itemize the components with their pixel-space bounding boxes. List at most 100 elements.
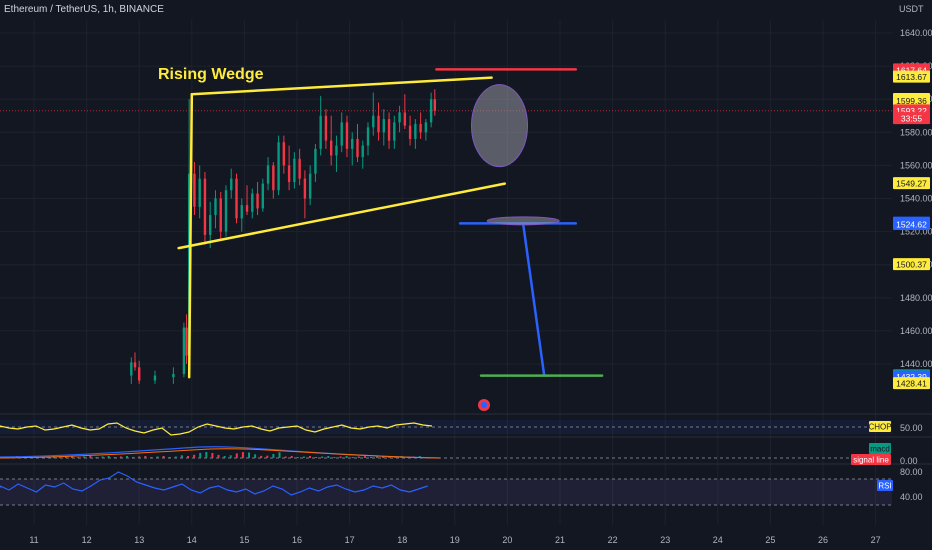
chop-tag: CHOP	[868, 423, 891, 432]
target-ellipse	[486, 216, 560, 226]
y-tick-label: 1480.00	[900, 293, 932, 303]
candle-body	[209, 215, 212, 235]
candle-body	[419, 124, 422, 133]
x-tick-label: 27	[871, 535, 881, 545]
wedge-left-edge	[187, 92, 194, 379]
candle-body	[224, 190, 228, 232]
y-tick-label: 1560.00	[900, 160, 932, 170]
candle-body	[277, 142, 280, 191]
price-labels: 1618.041617.641613.671600.151599.361593.…	[893, 63, 930, 390]
rsi-line	[0, 471, 428, 496]
candle-body	[361, 145, 364, 158]
candle-body	[272, 165, 275, 191]
rsi-tag: RSI	[878, 482, 891, 491]
rsi-band	[0, 479, 892, 505]
y-tick-label: 1640.00	[900, 28, 932, 38]
candle-body	[203, 178, 207, 235]
candle-body	[424, 122, 428, 133]
price-label	[893, 177, 930, 190]
macd-tag: macd	[870, 445, 890, 454]
candle-body	[345, 122, 349, 149]
x-tick-label: 22	[608, 535, 618, 545]
signal-tag: signal line	[853, 456, 889, 465]
x-tick-label: 24	[713, 535, 723, 545]
candle-body	[324, 115, 328, 141]
x-tick-label: 11	[29, 535, 38, 545]
candle-body	[377, 115, 380, 133]
candle-body	[393, 122, 396, 141]
x-tick-label: 18	[397, 535, 407, 545]
candle-body	[298, 158, 301, 179]
y-tick-label: 1540.00	[900, 194, 932, 204]
price-label	[893, 94, 930, 107]
x-tick-label: 14	[187, 535, 197, 545]
price-label-text: 1599.36	[896, 96, 927, 106]
x-tick-label: 12	[82, 535, 92, 545]
x-tick-label: 23	[660, 535, 670, 545]
price-label	[893, 70, 930, 83]
candle-body	[172, 373, 175, 378]
candle-body	[303, 178, 307, 199]
candle-body	[293, 158, 296, 182]
event-icon-center	[480, 401, 488, 409]
macd-tag-bg	[869, 443, 891, 454]
x-tick-label: 17	[345, 535, 355, 545]
chop-line	[0, 422, 433, 436]
chop-level-label: 50.00	[900, 423, 923, 433]
y-tick-label: 1520.00	[900, 227, 932, 237]
chop-tag-bg	[869, 421, 891, 432]
candle-body	[182, 327, 186, 374]
price-label-text: 1428.41	[896, 379, 927, 389]
candle-body	[382, 119, 385, 133]
wedge-upper-line	[190, 76, 493, 96]
pattern-label: Rising Wedge	[158, 66, 264, 83]
signal-tag-bg	[851, 454, 891, 465]
price-label-text: 1500.37	[896, 260, 927, 270]
x-tick-label: 19	[450, 535, 460, 545]
candle-body	[230, 178, 233, 191]
candle-body	[282, 142, 286, 166]
candle-body	[433, 99, 437, 111]
rsi-low-label: 40.00	[900, 492, 923, 502]
macd-level-label: 0.00	[900, 456, 918, 466]
candle-body	[403, 112, 407, 126]
y-tick-label: 1440.00	[900, 359, 932, 369]
candle-body	[138, 367, 141, 381]
chart-grid	[0, 20, 892, 525]
signal-line	[0, 448, 441, 459]
wedge-lower-line	[177, 182, 507, 250]
price-label-text: 1617.64	[896, 66, 927, 76]
price-label	[893, 258, 930, 271]
candle-body	[372, 115, 375, 128]
candle-body	[235, 178, 238, 219]
projection-line	[521, 222, 546, 377]
candle-body	[408, 125, 412, 139]
x-tick-label: 15	[239, 535, 249, 545]
currency-label: USDT	[899, 4, 924, 14]
candle-body	[329, 140, 333, 156]
candle-body	[130, 362, 133, 376]
x-axis: 11 12 13 14 15 16 17 18 19 20 21 22 23 24 25 26 27	[29, 535, 880, 545]
candle-body	[335, 145, 338, 156]
price-label	[893, 377, 930, 390]
candle-body	[319, 115, 322, 149]
y-tick-label: 1460.00	[900, 326, 932, 336]
candle-body	[266, 165, 270, 184]
candle-body	[261, 183, 265, 209]
candle-body	[193, 173, 196, 207]
candle-body	[198, 178, 201, 207]
candle-body	[185, 327, 188, 356]
candle-body	[133, 362, 137, 368]
candle-body	[356, 138, 359, 158]
x-tick-label: 25	[765, 535, 775, 545]
candle-body	[240, 205, 243, 219]
candle-body	[429, 99, 433, 123]
x-tick-label: 26	[818, 535, 828, 545]
candle-body	[414, 124, 417, 139]
highlight-ellipse	[471, 84, 529, 168]
candle-body	[351, 138, 354, 149]
indicator-panes	[0, 413, 932, 506]
candle-body	[287, 165, 291, 182]
